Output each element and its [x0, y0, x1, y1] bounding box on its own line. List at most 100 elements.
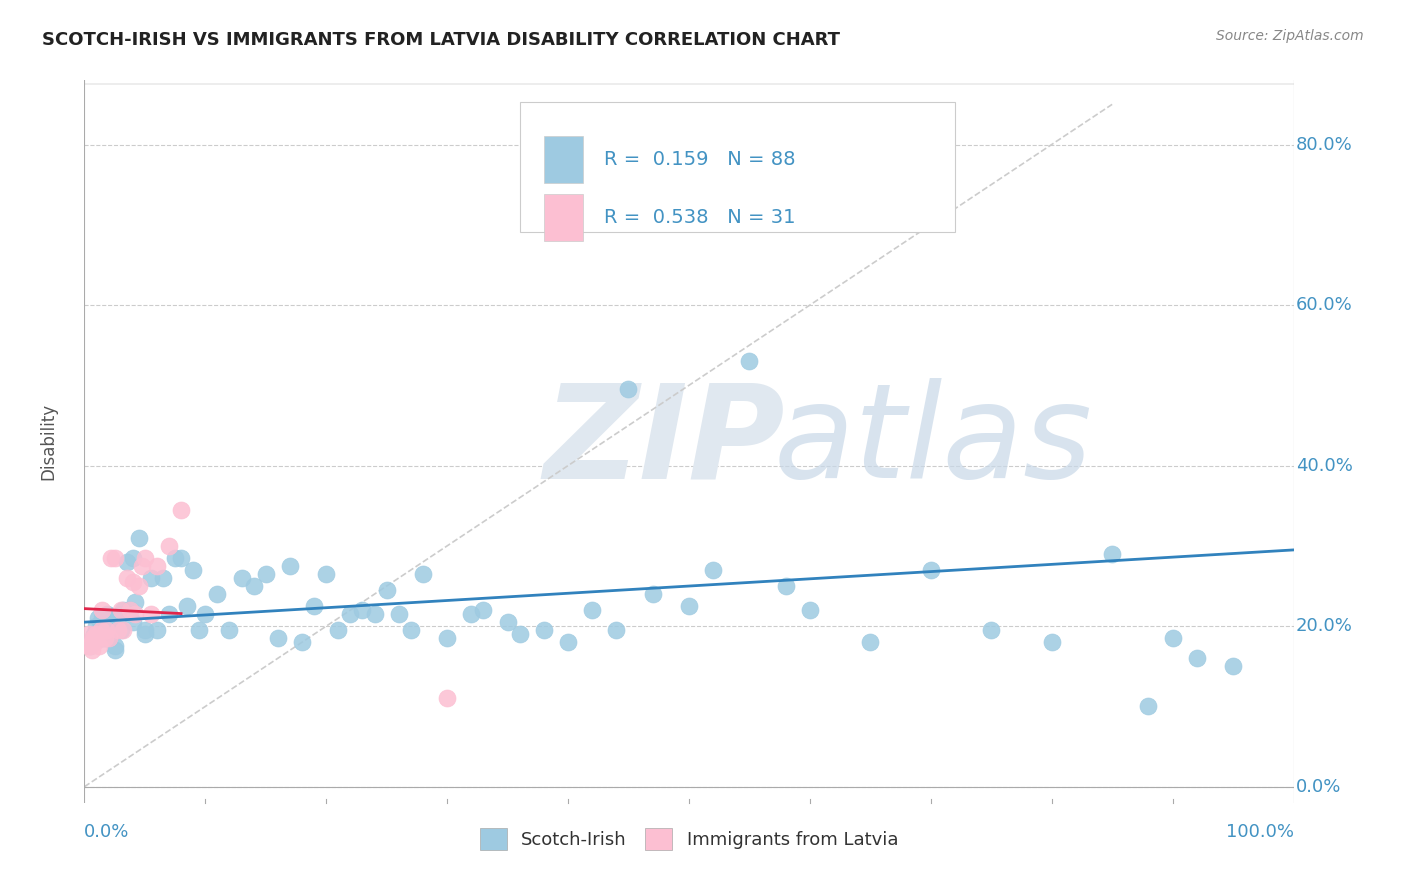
Point	[1222, 659, 1244, 673]
Point	[775, 579, 797, 593]
Point	[181, 563, 204, 577]
Point	[82, 632, 104, 646]
Text: atlas: atlas	[773, 378, 1092, 505]
Point	[328, 623, 350, 637]
Point	[242, 579, 264, 593]
Text: SCOTCH-IRISH VS IMMIGRANTS FROM LATVIA DISABILITY CORRELATION CHART: SCOTCH-IRISH VS IMMIGRANTS FROM LATVIA D…	[42, 31, 841, 49]
Point	[97, 619, 120, 633]
Point	[617, 382, 640, 396]
Point	[388, 607, 411, 621]
Point	[207, 587, 229, 601]
Point	[352, 603, 374, 617]
Point	[90, 632, 112, 646]
Point	[1101, 547, 1123, 561]
Point	[146, 623, 169, 637]
Point	[104, 551, 127, 566]
Point	[98, 623, 121, 637]
Point	[97, 632, 120, 646]
Point	[94, 623, 117, 637]
Text: R =  0.538   N = 31: R = 0.538 N = 31	[605, 208, 796, 227]
Point	[496, 615, 519, 630]
Point	[134, 627, 156, 641]
Point	[79, 639, 101, 653]
Point	[188, 623, 211, 637]
Point	[157, 539, 180, 553]
Point	[231, 571, 253, 585]
Point	[80, 643, 103, 657]
Point	[110, 607, 132, 621]
Point	[87, 627, 110, 641]
Point	[134, 623, 156, 637]
Point	[79, 639, 101, 653]
Point	[112, 603, 135, 617]
Point	[254, 567, 277, 582]
Point	[94, 632, 117, 646]
Point	[105, 623, 128, 637]
FancyBboxPatch shape	[544, 136, 582, 183]
Point	[152, 571, 174, 585]
Point	[128, 531, 150, 545]
Point	[557, 635, 579, 649]
Point	[120, 603, 142, 617]
Text: 0.0%: 0.0%	[1296, 778, 1341, 796]
Point	[94, 623, 117, 637]
Text: R =  0.159   N = 88: R = 0.159 N = 88	[605, 150, 796, 169]
Point	[83, 627, 105, 641]
Point	[82, 632, 104, 646]
Point	[436, 632, 458, 646]
Point	[859, 635, 882, 649]
Point	[302, 599, 325, 614]
FancyBboxPatch shape	[544, 194, 582, 241]
Point	[124, 595, 146, 609]
Text: 40.0%: 40.0%	[1296, 457, 1353, 475]
Point	[165, 551, 187, 566]
Point	[84, 632, 107, 646]
Point	[80, 635, 103, 649]
Point	[89, 623, 111, 637]
Point	[121, 615, 143, 630]
Point	[139, 607, 162, 621]
Point	[1137, 699, 1160, 714]
Point	[121, 574, 143, 589]
Point	[1161, 632, 1184, 646]
Point	[1040, 635, 1063, 649]
Text: 20.0%: 20.0%	[1296, 617, 1353, 635]
Point	[375, 583, 398, 598]
Point	[146, 558, 169, 573]
Point	[509, 627, 531, 641]
Text: 80.0%: 80.0%	[1296, 136, 1353, 153]
Point	[363, 607, 385, 621]
Point	[460, 607, 482, 621]
Point	[91, 603, 114, 617]
Point	[112, 623, 135, 637]
Point	[91, 611, 114, 625]
Text: 60.0%: 60.0%	[1296, 296, 1353, 314]
Text: Disability: Disability	[39, 403, 58, 480]
Text: 0.0%: 0.0%	[84, 823, 129, 841]
Point	[120, 603, 142, 617]
Point	[194, 607, 217, 621]
Point	[157, 607, 180, 621]
Point	[86, 611, 108, 625]
Point	[94, 632, 117, 646]
Point	[278, 558, 301, 573]
FancyBboxPatch shape	[520, 102, 955, 232]
Point	[100, 619, 122, 633]
Point	[97, 632, 120, 646]
Point	[315, 567, 337, 582]
Point	[641, 587, 664, 601]
Point	[100, 551, 122, 566]
Point	[110, 603, 132, 617]
Point	[581, 603, 603, 617]
Point	[77, 639, 100, 653]
Point	[1185, 651, 1208, 665]
Point	[91, 632, 114, 646]
Point	[339, 607, 361, 621]
Point	[110, 623, 132, 637]
Point	[799, 603, 821, 617]
Point	[399, 623, 422, 637]
Point	[104, 639, 127, 653]
Text: ZIP: ZIP	[544, 378, 786, 505]
Point	[170, 502, 193, 516]
Point	[128, 579, 150, 593]
